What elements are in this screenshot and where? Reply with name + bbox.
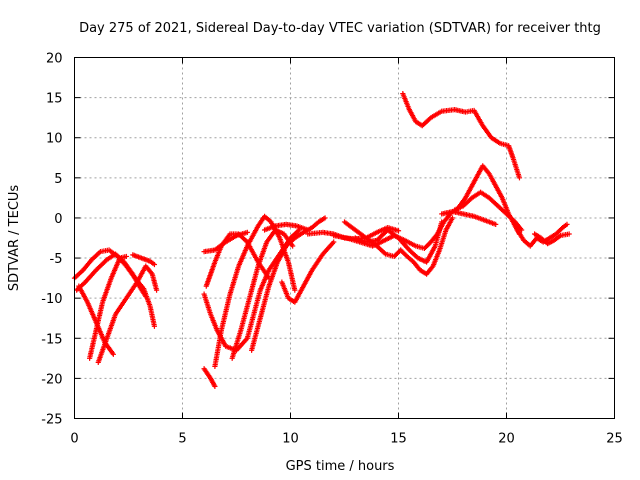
- x-tick-label: 25: [606, 432, 623, 447]
- data-point: [516, 175, 523, 181]
- plot-frame: [74, 57, 615, 419]
- data-point: [564, 221, 570, 227]
- data-point: [322, 215, 328, 221]
- series-arc-7: [201, 366, 218, 390]
- y-tick-label: 10: [46, 132, 63, 147]
- x-tick-label: 15: [390, 432, 407, 447]
- x-tick-label: 5: [178, 432, 186, 447]
- series-arc-23: [439, 208, 499, 227]
- data-point: [290, 243, 296, 249]
- data-point: [449, 215, 456, 221]
- x-tick-label: 10: [282, 432, 299, 447]
- series-arc-22: [452, 189, 525, 233]
- data-point: [566, 231, 572, 237]
- y-tick-label: 5: [54, 172, 62, 187]
- chart-title: Day 275 of 2021, Sidereal Day-to-day VTE…: [79, 21, 601, 36]
- series-arc-19: [352, 219, 445, 265]
- data-point: [244, 229, 250, 235]
- series-arc-12: [249, 215, 328, 353]
- data-point: [212, 383, 218, 390]
- series-arc-20: [400, 91, 523, 181]
- series-arc-25: [531, 231, 572, 247]
- data-point: [395, 228, 402, 234]
- axis-ticks: 0 5 10 15 20 25 -25 -20 -15 -10 -5 0 5 10 15 20: [41, 52, 623, 447]
- data-point: [143, 293, 149, 300]
- grid: [74, 57, 615, 419]
- series-arc-4: [87, 253, 129, 361]
- y-tick-label: 0: [54, 212, 62, 227]
- data-points: [71, 91, 572, 390]
- series-arc-11: [229, 227, 296, 361]
- y-tick-label: -20: [41, 372, 62, 387]
- series-arc-5: [95, 263, 160, 365]
- data-point: [153, 287, 160, 293]
- data-point: [493, 221, 499, 227]
- y-tick-label: -10: [41, 292, 62, 307]
- x-tick-label: 0: [70, 432, 78, 447]
- series-arc-15: [279, 239, 337, 305]
- data-point: [151, 261, 158, 268]
- data-point: [123, 253, 129, 260]
- series-arc-18: [341, 215, 456, 277]
- x-axis-title: GPS time / hours: [286, 459, 395, 474]
- x-tick-label: 20: [498, 432, 515, 447]
- data-point: [331, 239, 337, 245]
- data-point: [439, 219, 445, 225]
- y-axis-title: SDTVAR / TECUs: [7, 185, 22, 292]
- series-arc-14: [261, 221, 311, 233]
- series-arc-6: [130, 252, 158, 268]
- series-arc-21: [445, 163, 523, 237]
- data-point: [110, 351, 116, 357]
- data-point: [151, 323, 158, 329]
- y-tick-label: -5: [50, 252, 63, 267]
- y-tick-label: -25: [41, 413, 62, 428]
- y-tick-label: -15: [41, 332, 62, 347]
- data-point: [292, 287, 298, 293]
- y-tick-label: 20: [46, 52, 63, 67]
- y-tick-label: 15: [46, 92, 63, 107]
- series-arc-13: [201, 229, 250, 255]
